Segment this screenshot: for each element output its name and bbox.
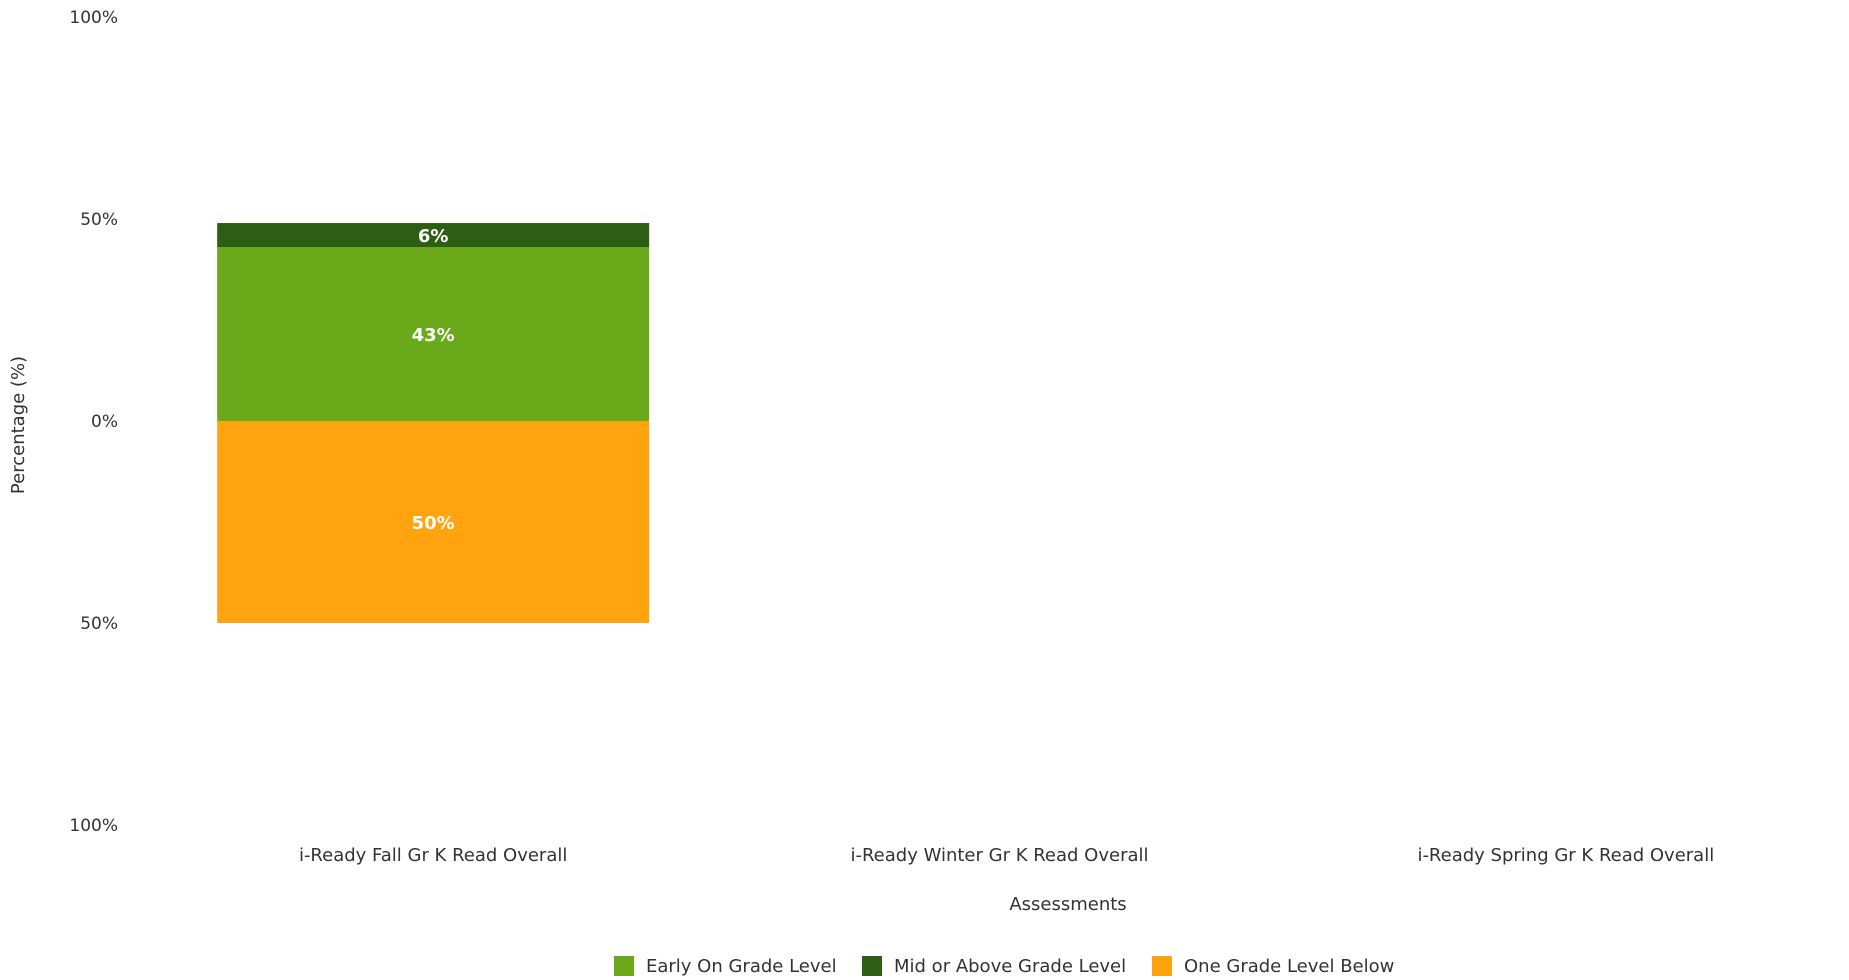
bars bbox=[217, 223, 650, 623]
bar-data-label: 6% bbox=[418, 226, 449, 247]
y-tick-label: 50% bbox=[80, 210, 118, 230]
legend-swatch bbox=[1152, 956, 1172, 976]
bar-data-label: 43% bbox=[412, 325, 455, 346]
legend-label: One Grade Level Below bbox=[1184, 956, 1394, 977]
bar-data-labels: 43% 6% 50% bbox=[412, 226, 455, 534]
y-axis-ticks: 100% 50% 0% 50% 100% bbox=[69, 8, 118, 836]
legend-item[interactable]: Early On Grade Level bbox=[614, 956, 837, 977]
x-category-label: i-Ready Winter Gr K Read Overall bbox=[850, 845, 1148, 866]
y-axis-title: Percentage (%) bbox=[8, 356, 29, 494]
legend-item[interactable]: Mid or Above Grade Level bbox=[862, 956, 1126, 977]
x-category-label: i-Ready Fall Gr K Read Overall bbox=[299, 845, 567, 866]
legend-swatch bbox=[862, 956, 882, 976]
y-tick-label: 0% bbox=[91, 412, 118, 432]
bar-segment[interactable] bbox=[217, 223, 650, 248]
y-tick-label: 50% bbox=[80, 614, 118, 634]
y-tick-label: 100% bbox=[69, 816, 118, 836]
x-axis-categories: i-Ready Fall Gr K Read Overall i-Ready Wi… bbox=[299, 845, 1714, 866]
legend-item[interactable]: One Grade Level Below bbox=[1152, 956, 1394, 977]
x-axis-title: Assessments bbox=[1009, 894, 1126, 915]
bar-segment[interactable] bbox=[217, 421, 650, 623]
legend-label: Mid or Above Grade Level bbox=[894, 956, 1126, 977]
legend-swatch bbox=[614, 956, 634, 976]
x-category-label: i-Ready Spring Gr K Read Overall bbox=[1417, 845, 1714, 866]
bar-segment[interactable] bbox=[217, 247, 650, 421]
legend: Early On Grade Level Mid or Above Grade L… bbox=[614, 956, 1394, 977]
legend-label: Early On Grade Level bbox=[646, 956, 837, 977]
bar-data-label: 50% bbox=[412, 513, 455, 534]
y-tick-label: 100% bbox=[69, 8, 118, 28]
